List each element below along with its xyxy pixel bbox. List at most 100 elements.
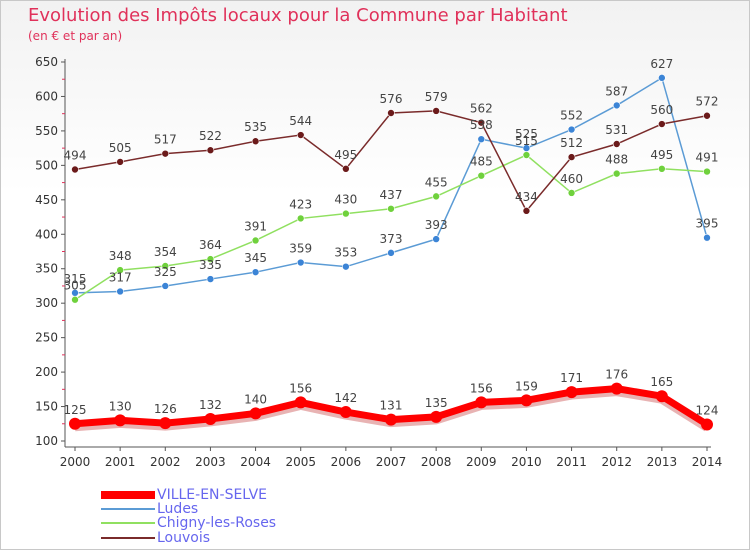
x-tick-label: 2005 (285, 455, 316, 469)
data-point-louvois (161, 149, 170, 158)
data-point-ville-en-selve (69, 417, 81, 430)
data-point-ville-en-selve (159, 417, 172, 430)
data-label-ville-en-selve: 126 (154, 402, 177, 416)
data-label-louvois: 560 (650, 103, 673, 117)
data-label-louvois: 576 (380, 92, 403, 106)
data-label-louvois: 505 (109, 141, 132, 155)
legend-item-ville-en-selve: VILLE-EN-SELVE (101, 487, 267, 503)
data-label-ludes: 538 (470, 118, 493, 132)
data-point-ville-en-selve (430, 410, 443, 423)
data-label-chigny-les-roses: 515 (515, 134, 538, 148)
data-point-ville-en-selve (114, 414, 127, 427)
data-point-louvois (432, 107, 440, 115)
data-label-ludes: 335 (199, 258, 222, 272)
data-point-ville-en-selve (520, 394, 533, 407)
x-tick-label: 2004 (240, 455, 271, 469)
data-point-louvois (342, 165, 350, 173)
data-point-ludes (477, 135, 486, 143)
data-point-ville-en-selve (249, 407, 262, 420)
data-label-ville-en-selve: 156 (470, 381, 493, 395)
data-label-ludes: 345 (244, 251, 267, 265)
y-tick-label: 350 (35, 262, 58, 276)
data-point-chigny-les-roses (477, 171, 486, 180)
data-point-ville-en-selve (385, 413, 397, 426)
data-label-chigny-les-roses: 455 (425, 175, 448, 189)
x-tick-label: 2012 (601, 455, 632, 469)
data-point-chigny-les-roses (71, 295, 79, 304)
data-point-ludes (206, 275, 215, 283)
data-point-louvois (567, 153, 576, 161)
y-tick-label: 400 (35, 227, 58, 241)
data-point-ville-en-selve (204, 412, 217, 425)
legend-label: Louvois (157, 530, 211, 546)
data-label-louvois: 517 (154, 133, 177, 147)
data-label-chigny-les-roses: 460 (560, 172, 583, 186)
data-point-louvois (71, 165, 79, 174)
data-label-chigny-les-roses: 354 (154, 245, 177, 259)
data-label-louvois: 531 (605, 123, 628, 137)
data-point-ville-en-selve (294, 396, 307, 409)
data-point-ville-en-selve (475, 396, 488, 409)
x-tick-label: 2009 (466, 455, 497, 469)
data-label-chigny-les-roses: 488 (605, 153, 628, 167)
data-label-ludes: 373 (380, 232, 403, 246)
data-label-ludes: 395 (696, 217, 719, 231)
data-label-chigny-les-roses: 305 (64, 279, 87, 293)
data-label-ludes: 359 (289, 242, 312, 256)
data-point-ludes (251, 268, 260, 276)
data-label-louvois: 544 (289, 114, 312, 128)
x-tick-label: 2000 (60, 455, 91, 469)
x-tick-label: 2001 (105, 455, 136, 469)
data-point-ludes (612, 101, 621, 110)
data-label-ville-en-selve: 171 (560, 371, 583, 385)
data-point-ludes (116, 287, 124, 296)
y-tick-label: 450 (35, 193, 58, 207)
data-point-ludes (703, 233, 711, 242)
chart-title: Evolution des Impôts locaux pour la Comm… (28, 5, 568, 26)
x-tick-label: 2006 (331, 455, 362, 469)
data-point-chigny-les-roses (658, 165, 666, 173)
data-label-louvois: 535 (244, 120, 267, 134)
y-tick-label: 250 (35, 331, 58, 345)
data-label-louvois: 512 (560, 136, 583, 150)
data-label-chigny-les-roses: 364 (199, 238, 222, 252)
data-label-ville-en-selve: 124 (696, 403, 719, 417)
legend-swatch (101, 537, 155, 539)
x-tick-label: 2010 (511, 455, 542, 469)
data-point-chigny-les-roses (116, 266, 124, 274)
data-point-louvois (703, 111, 711, 120)
data-point-chigny-les-roses (296, 214, 305, 223)
data-label-chigny-les-roses: 495 (650, 148, 673, 162)
data-point-chigny-les-roses (432, 192, 440, 201)
data-point-chigny-les-roses (522, 151, 531, 159)
data-label-louvois: 494 (64, 148, 87, 162)
data-label-chigny-les-roses: 491 (696, 151, 719, 165)
data-label-chigny-les-roses: 348 (109, 249, 132, 263)
data-label-ville-en-selve: 125 (64, 403, 87, 417)
data-point-ville-en-selve (339, 406, 352, 419)
data-label-ludes: 627 (650, 57, 673, 71)
x-tick-label: 2013 (647, 455, 678, 469)
data-label-ville-en-selve: 176 (605, 368, 628, 382)
data-label-ludes: 353 (334, 246, 357, 260)
legend-swatch (101, 491, 155, 499)
x-tick-label: 2008 (421, 455, 452, 469)
data-point-ville-en-selve (610, 382, 623, 395)
y-tick-label: 600 (35, 89, 58, 103)
y-tick-label: 200 (35, 365, 58, 379)
data-label-ville-en-selve: 135 (425, 396, 448, 410)
data-label-louvois: 495 (334, 148, 357, 162)
legend-label: VILLE-EN-SELVE (157, 487, 267, 503)
data-point-ludes (296, 258, 305, 267)
data-point-chigny-les-roses (342, 209, 350, 218)
data-label-ville-en-selve: 165 (650, 375, 673, 389)
data-point-chigny-les-roses (612, 169, 621, 178)
data-point-louvois (387, 109, 395, 117)
data-point-louvois (116, 158, 124, 166)
data-label-ville-en-selve: 159 (515, 379, 538, 393)
data-label-ludes: 587 (605, 84, 628, 98)
data-label-ville-en-selve: 130 (109, 399, 132, 413)
data-point-ludes (387, 249, 395, 257)
y-tick-label: 650 (35, 55, 58, 69)
